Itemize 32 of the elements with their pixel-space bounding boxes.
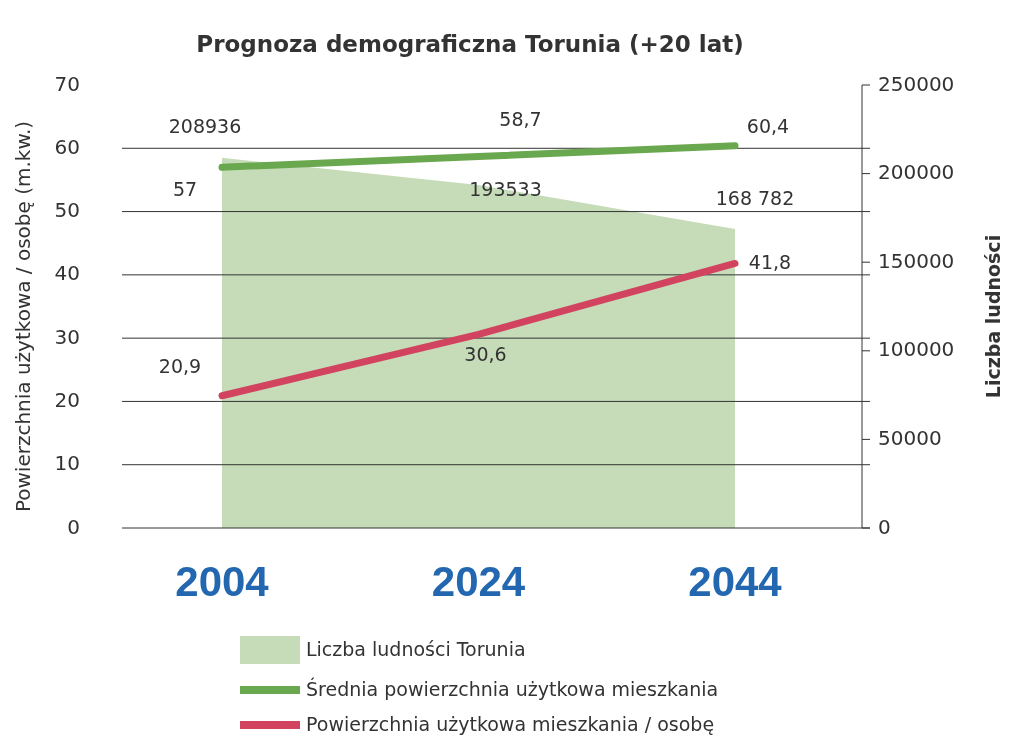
y-tick-label: 70	[54, 71, 80, 96]
x-tick-label: 2004	[175, 558, 270, 606]
data-label: 58,7	[499, 108, 542, 131]
y-tick-label: 10	[54, 451, 80, 476]
y2-tick-label: 200000	[878, 160, 955, 185]
y2-tick-label: 50000	[878, 425, 942, 450]
y2-tick-label: 100000	[878, 337, 955, 362]
y-tick-label: 0	[67, 514, 80, 539]
legend-label: Średnia powierzchnia użytkowa mieszkania	[306, 676, 719, 700]
y2-tick-label: 0	[878, 514, 891, 539]
data-label: 168 782	[715, 187, 795, 210]
y-tick-label: 50	[54, 198, 80, 223]
y2-axis-title: Liczba ludności	[982, 234, 1004, 399]
y-axis-title: Powierzchnia użytkowa / osobę (m.kw.)	[11, 120, 35, 513]
data-label: 41,8	[748, 250, 792, 273]
y-tick-label: 60	[54, 134, 80, 159]
chart-title: Prognoza demograficzna Torunia (+20 lat)	[196, 31, 744, 57]
data-label: 208936	[168, 115, 242, 138]
y-tick-label: 30	[54, 324, 80, 349]
y2-tick-label: 150000	[878, 248, 955, 273]
legend-label: Liczba ludności Torunia	[306, 637, 526, 660]
x-tick-label: 2044	[688, 558, 783, 606]
legend-label: Powierzchnia użytkowa mieszkania / osobę	[306, 712, 715, 735]
data-label: 193533	[469, 177, 542, 200]
y2-tick-label: 250000	[878, 71, 955, 96]
data-label: 57	[172, 177, 198, 200]
data-label: 60,4	[746, 115, 790, 138]
data-label: 30,6	[464, 342, 507, 365]
y-tick-label: 40	[54, 261, 80, 286]
data-label: 20,9	[158, 355, 202, 378]
y-tick-label: 20	[54, 387, 80, 412]
x-tick-label: 2024	[431, 558, 526, 606]
